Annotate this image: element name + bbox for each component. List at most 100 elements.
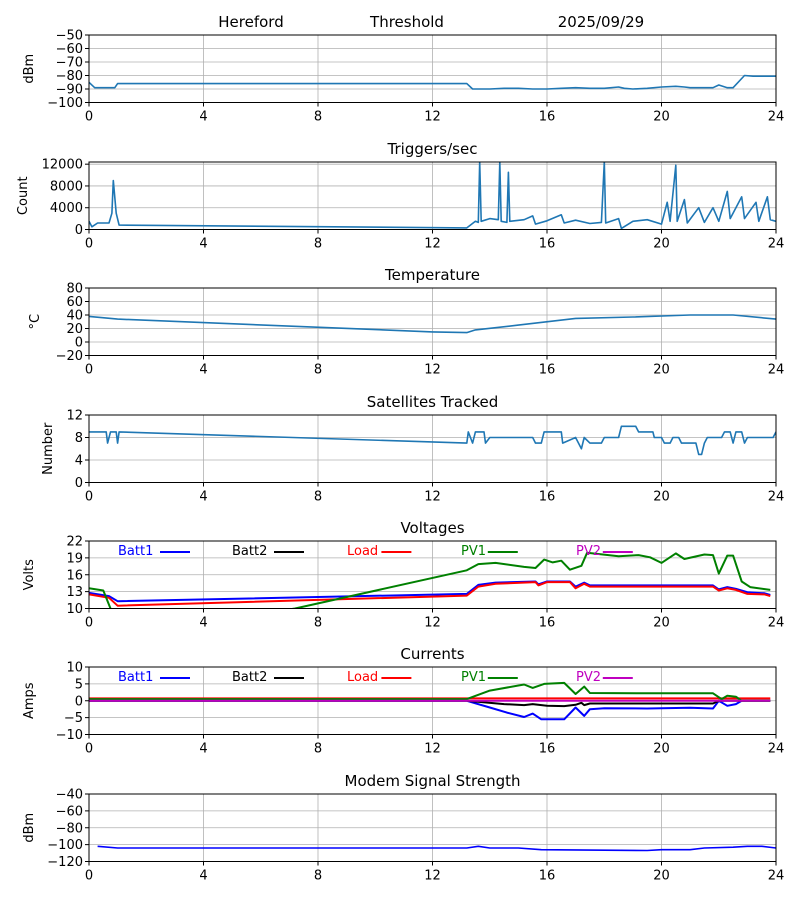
- panel-title: Triggers/sec: [387, 140, 478, 158]
- legend-item-pv2: PV2: [576, 670, 633, 685]
- series-line-pv1: [89, 681, 771, 702]
- y-axis-label: Amps: [22, 682, 37, 719]
- y-tick-label: −80: [56, 821, 83, 836]
- legend-item-pv2: PV2: [576, 544, 633, 559]
- x-tick-label: 20: [653, 616, 670, 631]
- legend-item-batt1: Batt1: [118, 670, 190, 685]
- panel-title: Temperature: [384, 266, 480, 284]
- legend-label: Batt2: [232, 670, 267, 685]
- y-tick-label: 8: [75, 431, 83, 446]
- series-line-batt1: [89, 699, 771, 721]
- x-tick-label: 0: [85, 869, 93, 884]
- y-axis-label: Count: [16, 176, 31, 215]
- panel-title: Currents: [400, 645, 464, 663]
- x-tick-label: 0: [85, 742, 93, 757]
- series-line-triggers: [89, 162, 776, 230]
- legend-label: Batt1: [118, 544, 153, 559]
- x-tick-label: 20: [653, 110, 670, 125]
- x-tick-label: 4: [199, 490, 207, 505]
- x-tick-label: 16: [539, 490, 556, 505]
- series-line-load: [89, 581, 771, 607]
- y-axis-label: dBm: [22, 54, 37, 84]
- y-tick-label: 4: [75, 454, 83, 469]
- series-line-batt2: [89, 699, 771, 708]
- x-tick-label: 24: [768, 110, 785, 125]
- legend-label: Load: [347, 544, 378, 559]
- legend-item-batt2: Batt2: [232, 544, 304, 559]
- header-date: 2025/09/29: [558, 13, 644, 31]
- y-tick-label: 22: [66, 535, 83, 550]
- legend-label: PV1: [461, 670, 486, 685]
- x-tick-label: 24: [768, 742, 785, 757]
- x-tick-label: 16: [539, 237, 556, 252]
- x-tick-label: 4: [199, 869, 207, 884]
- y-tick-label: 10: [66, 602, 83, 617]
- y-axis-label: dBm: [22, 813, 37, 843]
- y-tick-label: −60: [56, 42, 83, 57]
- x-tick-label: 8: [314, 616, 322, 631]
- legend-item-pv1: PV1: [461, 670, 518, 685]
- series-line-modem: [97, 845, 776, 852]
- x-tick-label: 12: [424, 363, 441, 378]
- x-tick-label: 0: [85, 616, 93, 631]
- x-tick-label: 8: [314, 490, 322, 505]
- x-tick-label: 24: [768, 490, 785, 505]
- y-axis-label: Volts: [22, 559, 37, 591]
- y-tick-label: −50: [56, 29, 83, 44]
- legend-label: PV2: [576, 544, 601, 559]
- header-mode: Threshold: [369, 13, 444, 31]
- x-tick-label: 12: [424, 110, 441, 125]
- x-tick-label: 8: [314, 237, 322, 252]
- y-tick-label: −40: [56, 788, 83, 803]
- x-tick-label: 0: [85, 110, 93, 125]
- y-tick-label: 20: [66, 322, 83, 337]
- x-tick-label: 20: [653, 742, 670, 757]
- y-tick-label: 0: [75, 223, 83, 238]
- x-tick-label: 0: [85, 363, 93, 378]
- series-line-threshold: [89, 74, 776, 90]
- y-tick-label: −80: [56, 69, 83, 84]
- panel-title: Modem Signal Strength: [345, 772, 521, 790]
- y-axis-label: °C: [28, 314, 43, 330]
- x-tick-label: 16: [539, 869, 556, 884]
- x-tick-label: 12: [424, 490, 441, 505]
- panel-title: Satellites Tracked: [367, 393, 498, 411]
- y-tick-label: −10: [56, 728, 83, 743]
- x-tick-label: 8: [314, 869, 322, 884]
- x-tick-label: 4: [199, 742, 207, 757]
- axes-frame: [88, 414, 777, 483]
- y-tick-label: 5: [75, 677, 83, 692]
- legend-label: Batt2: [232, 544, 267, 559]
- x-tick-label: 24: [768, 363, 785, 378]
- y-tick-label: 13: [66, 585, 83, 600]
- x-tick-label: 16: [539, 742, 556, 757]
- y-tick-label: 8000: [50, 179, 83, 194]
- x-tick-label: 4: [199, 616, 207, 631]
- legend-item-pv1: PV1: [461, 544, 518, 559]
- legend-item-batt2: Batt2: [232, 670, 304, 685]
- x-tick-label: 8: [314, 363, 322, 378]
- legend-item-load: Load: [347, 670, 412, 685]
- x-tick-label: 12: [424, 742, 441, 757]
- x-tick-label: 0: [85, 490, 93, 505]
- x-tick-label: 20: [653, 490, 670, 505]
- y-tick-label: −100: [47, 96, 83, 111]
- series-line-pv1: [89, 551, 771, 609]
- legend-label: Load: [347, 670, 378, 685]
- y-tick-label: 0: [75, 336, 83, 351]
- y-tick-label: 16: [66, 568, 83, 583]
- legend-label: PV1: [461, 544, 486, 559]
- x-tick-label: 12: [424, 869, 441, 884]
- x-tick-label: 8: [314, 742, 322, 757]
- x-tick-label: 4: [199, 237, 207, 252]
- panel-title: Voltages: [400, 519, 464, 537]
- x-tick-label: 16: [539, 110, 556, 125]
- panel-satellites: 0 4 8 12 16 20 24 0 4 8 12 Satellites Tracked Number: [41, 393, 784, 505]
- legend-label: Batt1: [118, 670, 153, 685]
- y-tick-label: 0: [75, 694, 83, 709]
- axes-frame: [88, 34, 777, 103]
- axes-frame: [88, 161, 777, 230]
- x-tick-label: 20: [653, 363, 670, 378]
